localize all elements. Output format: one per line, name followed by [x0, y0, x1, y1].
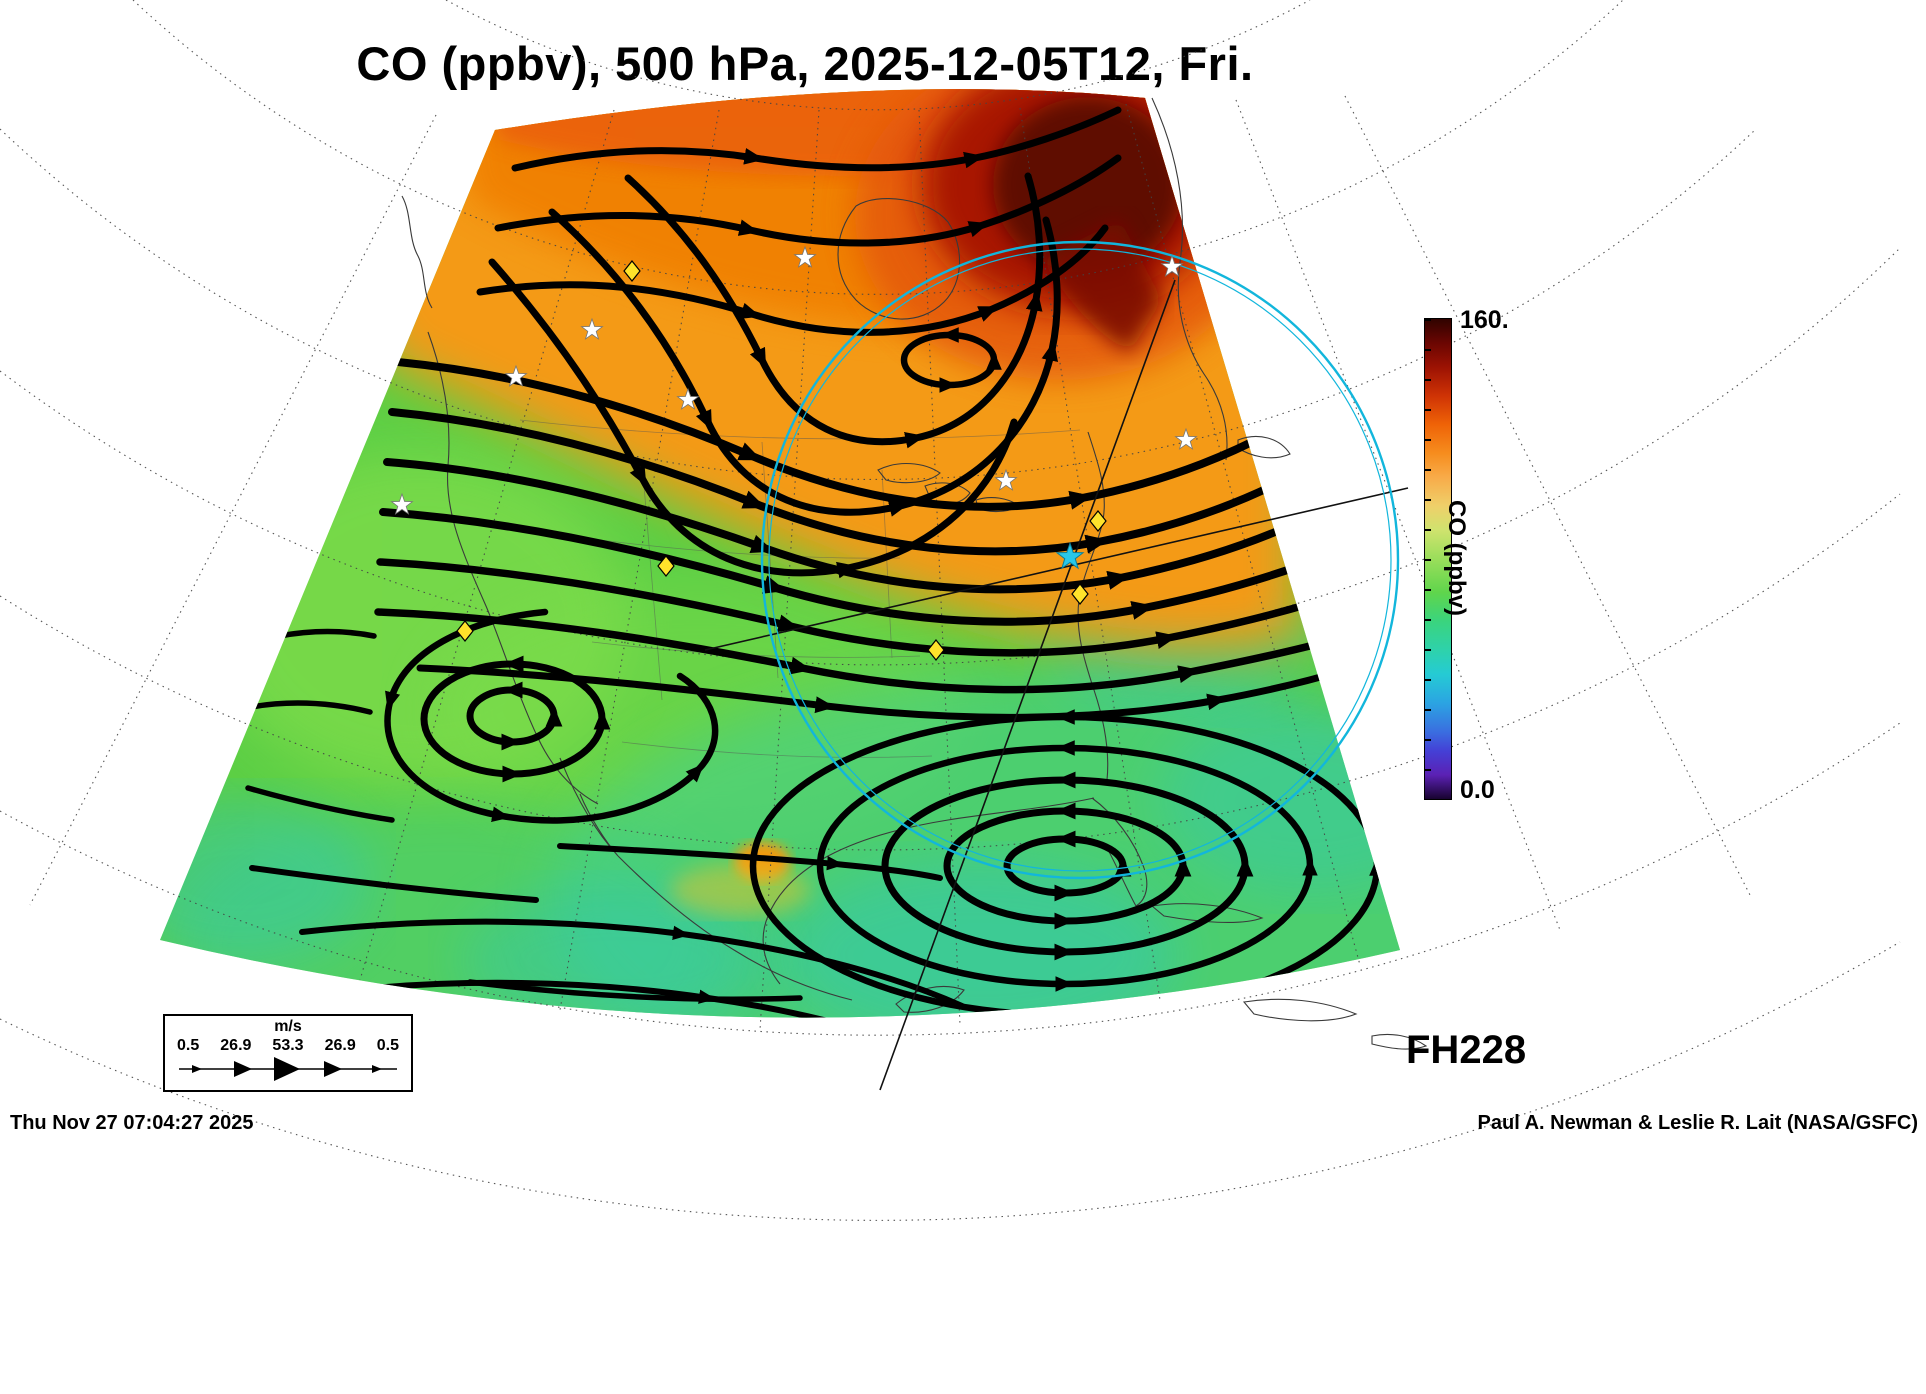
generation-timestamp: Thu Nov 27 07:04:27 2025 — [10, 1112, 254, 1134]
wind-legend-value: 53.3 — [272, 1037, 304, 1054]
colorbar-min-label: 0.0 — [1460, 776, 1495, 804]
wind-speed-legend: m/s 0.5 26.9 53.3 26.9 0.5 — [163, 1014, 413, 1092]
wind-arrow-scale-icon — [179, 1057, 397, 1081]
cross-section-lines — [704, 279, 1409, 1091]
co-field — [160, 89, 1400, 1018]
wind-legend-value: 26.9 — [324, 1037, 356, 1054]
wind-legend-unit: m/s — [274, 1018, 302, 1035]
colorbar-ticks — [1424, 319, 1431, 799]
wind-legend-value: 0.5 — [177, 1037, 200, 1054]
colorbar-max-label: 160. — [1460, 306, 1509, 334]
wind-legend-value: 0.5 — [376, 1037, 399, 1054]
credit-text: Paul A. Newman & Leslie R. Lait (NASA/GS… — [1477, 1112, 1918, 1134]
forecast-hour-label: FH228 — [1406, 1028, 1527, 1072]
range-ring — [760, 240, 1400, 880]
wind-legend-value: 26.9 — [220, 1037, 252, 1054]
wind-legend-values: 0.5 26.9 53.3 26.9 0.5 — [165, 1037, 411, 1055]
colorbar-axis-label: CO (ppbv) — [1443, 500, 1470, 616]
